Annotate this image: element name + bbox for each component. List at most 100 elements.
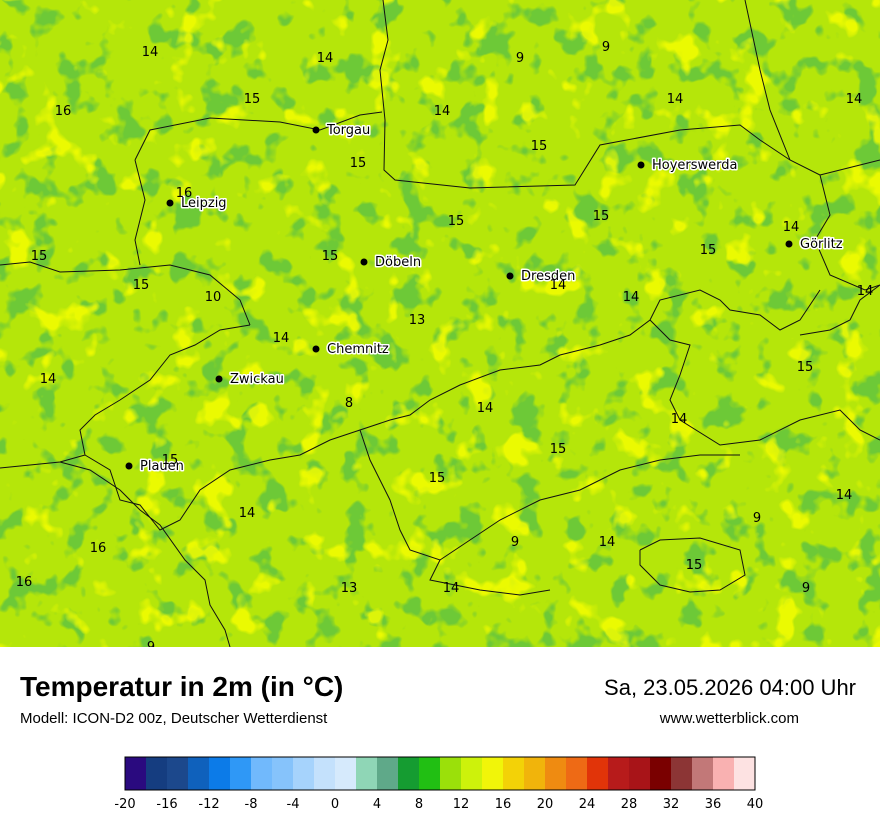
- temperature-value: 14: [667, 92, 684, 107]
- legend-swatch: [566, 757, 588, 790]
- legend-swatch: [293, 757, 315, 790]
- temperature-value: 14: [40, 372, 57, 387]
- temperature-value: 14: [783, 220, 800, 235]
- legend-swatch: [671, 757, 693, 790]
- temperature-value: 15: [531, 139, 548, 154]
- temperature-value: 16: [16, 575, 33, 590]
- city-marker: [360, 258, 368, 266]
- model-info: Modell: ICON-D2 00z, Deutscher Wetterdie…: [20, 710, 328, 727]
- city-label: Plauen: [140, 459, 184, 474]
- website-link[interactable]: www.wetterblick.com: [659, 710, 799, 727]
- legend-tick-label: -16: [156, 797, 177, 812]
- temperature-value: 9: [602, 40, 610, 55]
- temperature-value: 15: [162, 453, 179, 468]
- city-marker: [215, 375, 223, 383]
- temperature-value: 14: [836, 488, 853, 503]
- legend-swatch: [251, 757, 273, 790]
- city-marker: [125, 462, 133, 470]
- legend-swatch: [314, 757, 336, 790]
- temperature-value: 13: [341, 581, 358, 596]
- legend-swatch: [461, 757, 483, 790]
- legend-swatch: [713, 757, 735, 790]
- legend-tick-label: -20: [114, 797, 135, 812]
- legend-swatch: [419, 757, 441, 790]
- legend-swatch: [335, 757, 357, 790]
- temperature-value: 15: [322, 249, 339, 264]
- temperature-value: 14: [443, 581, 460, 596]
- legend-tick-label: 36: [705, 797, 722, 812]
- legend-swatch: [482, 757, 504, 790]
- legend-swatch: [587, 757, 609, 790]
- city-marker: [506, 272, 514, 280]
- legend-tick-label: 16: [495, 797, 512, 812]
- city-label: Torgau: [326, 123, 370, 138]
- city-marker: [312, 126, 320, 134]
- city-label: Döbeln: [375, 255, 421, 270]
- temperature-value: 10: [205, 290, 222, 305]
- legend-swatch: [188, 757, 210, 790]
- legend-tick-label: 8: [415, 797, 423, 812]
- color-legend: -20 -16 -12 -8 -4 0 4 8 12 16 20 24 28 32 36 40: [114, 756, 763, 812]
- temperature-value: 14: [550, 278, 567, 293]
- map-texture-yellow: [0, 0, 880, 647]
- temperature-value: 16: [90, 541, 107, 556]
- temperature-value: 15: [133, 278, 150, 293]
- border-lines: [0, 0, 880, 647]
- temperature-value: 9: [511, 535, 519, 550]
- temperature-value: 9: [147, 640, 155, 647]
- legend-swatch: [230, 757, 252, 790]
- legend-swatch: [209, 757, 231, 790]
- city-label: Leipzig: [181, 196, 227, 211]
- legend-tick-label: 4: [373, 797, 381, 812]
- temperature-value: 14: [599, 535, 616, 550]
- temperature-value: 15: [448, 214, 465, 229]
- temperature-value: 15: [550, 442, 567, 457]
- map-title: Temperatur in 2m (in °C): [20, 671, 344, 702]
- temperature-value: 15: [350, 156, 367, 171]
- city-label: Görlitz: [800, 237, 843, 252]
- city-label: Hoyerswerda: [652, 158, 738, 173]
- legend-tick-label: 32: [663, 797, 680, 812]
- temperature-value: 13: [409, 313, 426, 328]
- temperature-value: 14: [273, 331, 290, 346]
- city-marker: [637, 161, 645, 169]
- legend-swatch: [398, 757, 420, 790]
- temperature-value: 14: [434, 104, 451, 119]
- temperature-value: 9: [802, 581, 810, 596]
- legend-swatch: [440, 757, 462, 790]
- temperature-value: 15: [31, 249, 48, 264]
- legend-tick-label: 24: [579, 797, 596, 812]
- temperature-value: 8: [345, 396, 353, 411]
- legend-tick-label: 0: [331, 797, 339, 812]
- forecast-datetime: Sa, 23.05.2026 04:00 Uhr: [604, 675, 856, 700]
- legend-swatch: [608, 757, 630, 790]
- temperature-value: 16: [55, 104, 72, 119]
- legend-tick-label: 20: [537, 797, 554, 812]
- city-label: Chemnitz: [327, 342, 389, 357]
- city-marker: [785, 240, 793, 248]
- temperature-value: 9: [753, 511, 761, 526]
- city-marker: [312, 345, 320, 353]
- legend-tick-label: -12: [198, 797, 219, 812]
- temperature-value: 16: [176, 186, 193, 201]
- legend-tick-label: 12: [453, 797, 470, 812]
- temperature-value: 14: [857, 284, 874, 299]
- temperature-value: 14: [846, 92, 863, 107]
- temperature-value: 14: [671, 412, 688, 427]
- legend-swatch: [377, 757, 399, 790]
- legend-swatch: [734, 757, 756, 790]
- temperature-value: 15: [244, 92, 261, 107]
- temperature-value: 14: [317, 51, 334, 66]
- city-label: Zwickau: [230, 372, 284, 387]
- legend-frame: [124, 756, 756, 791]
- legend-swatch: [545, 757, 567, 790]
- legend-tick-label: -4: [287, 797, 300, 812]
- legend-swatch: [629, 757, 651, 790]
- legend-tick-label: 28: [621, 797, 638, 812]
- temperature-map: Torgau Leipzig Hoyerswerda Döbeln Dresden Gör…: [0, 0, 880, 647]
- temperature-value: 15: [686, 558, 703, 573]
- legend-swatch: [503, 757, 525, 790]
- city-marker: [166, 199, 174, 207]
- legend-swatch: [692, 757, 714, 790]
- temperature-value: 15: [797, 360, 814, 375]
